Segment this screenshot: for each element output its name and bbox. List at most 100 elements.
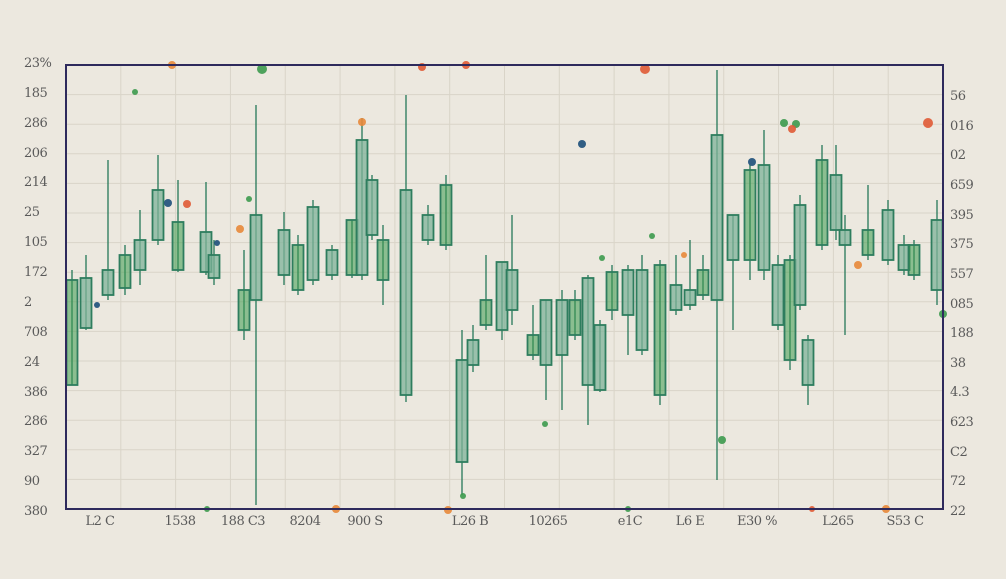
y-tick-label-right: 56 (950, 89, 966, 104)
y-tick-label-right: 4.3 (950, 385, 970, 401)
x-tick-label: 1538 (164, 514, 196, 529)
plot-frame (65, 64, 944, 510)
candle (815, 145, 829, 250)
scatter-dot (257, 64, 267, 74)
y-tick-label-right: 375 (950, 237, 974, 253)
candle-body (151, 189, 165, 241)
scatter-dot (246, 196, 252, 202)
candles (65, 70, 944, 505)
candle (653, 260, 667, 405)
scatter-dot (578, 140, 586, 148)
candle (539, 299, 553, 400)
candle (593, 320, 607, 392)
candle (783, 255, 797, 370)
candle (399, 95, 413, 402)
scatter-dot (358, 118, 366, 126)
y-tick-label-left: 214 (24, 175, 48, 191)
candle (325, 245, 339, 280)
candle-body (568, 299, 582, 336)
candle (930, 200, 944, 305)
x-tick-label: L26 B (451, 514, 489, 529)
candle-body (79, 277, 93, 329)
candle (743, 165, 757, 280)
scatter-dots (94, 61, 947, 514)
candle-body (306, 206, 320, 281)
scatter-dot (460, 493, 466, 499)
y-tick-label-left: 2 (24, 294, 32, 310)
candle-body (539, 299, 553, 366)
candle-body (376, 239, 390, 281)
scatter-dot (923, 118, 933, 128)
candle-body (277, 229, 291, 276)
scatter-dot (94, 302, 100, 308)
candle-body (399, 189, 413, 396)
scatter-dot (214, 240, 220, 246)
candle-body (526, 334, 540, 356)
candle-body (783, 259, 797, 361)
candle (249, 105, 263, 505)
candle-body (710, 134, 724, 301)
candle-body (829, 174, 843, 231)
candle (199, 182, 213, 275)
candle-body (907, 244, 921, 276)
candle (65, 270, 79, 386)
y-tick-label-left: 185 (24, 85, 48, 101)
y-tick-label-right: 38 (950, 355, 966, 371)
candle (726, 214, 740, 330)
candle-body (635, 269, 649, 351)
x-tick-label: 900 S (347, 514, 383, 529)
candle (771, 255, 785, 330)
y-tick-label-right: 557 (950, 266, 974, 282)
scatter-dot (183, 200, 191, 208)
y-tick-label-left: 286 (24, 115, 48, 131)
candle-body (249, 214, 263, 301)
candle (696, 255, 710, 300)
candle (635, 255, 649, 355)
candle (365, 175, 379, 240)
scatter-dot (788, 125, 796, 133)
x-tick-label: L265 (822, 514, 854, 529)
candle (101, 160, 115, 300)
y-tick-label-left: 23% (24, 56, 52, 71)
candle-body (101, 269, 115, 296)
y-tick-label-right: 02 (950, 148, 966, 164)
y-tick-label-left: 172 (24, 265, 48, 281)
candle (568, 290, 582, 340)
candle-body (669, 284, 683, 311)
candle-body (171, 221, 185, 271)
candle (838, 215, 852, 335)
candle-body (439, 184, 453, 246)
candle (801, 335, 815, 405)
candle (881, 200, 895, 265)
candle-body (793, 204, 807, 306)
candle (306, 200, 320, 285)
candle (439, 175, 453, 250)
candle (79, 255, 93, 330)
candle (505, 215, 519, 325)
candle (277, 212, 291, 285)
x-tick-label: S53 C (886, 514, 924, 529)
candle (907, 240, 921, 280)
candle-body (237, 289, 251, 331)
candle-body (505, 269, 519, 311)
candle-body (815, 159, 829, 246)
y-tick-label-right: 623 (950, 415, 974, 431)
candle (207, 240, 221, 285)
candle-body (743, 169, 757, 261)
y-tick-label-left: 380 (24, 504, 48, 519)
candle-body (696, 269, 710, 296)
candle-body (325, 249, 339, 276)
candle-body (683, 289, 697, 306)
y-tick-label-right: 188 (950, 326, 974, 342)
y-tick-label-right: 016 (950, 118, 974, 134)
candle-body (861, 229, 875, 256)
scatter-dot (854, 261, 862, 269)
scatter-dot (164, 199, 172, 207)
candle-body (466, 339, 480, 366)
scatter-dot (640, 64, 650, 74)
candle-body (653, 264, 667, 396)
candle-body (555, 299, 569, 356)
scatter-dot (542, 421, 548, 427)
candle-body (421, 214, 435, 241)
